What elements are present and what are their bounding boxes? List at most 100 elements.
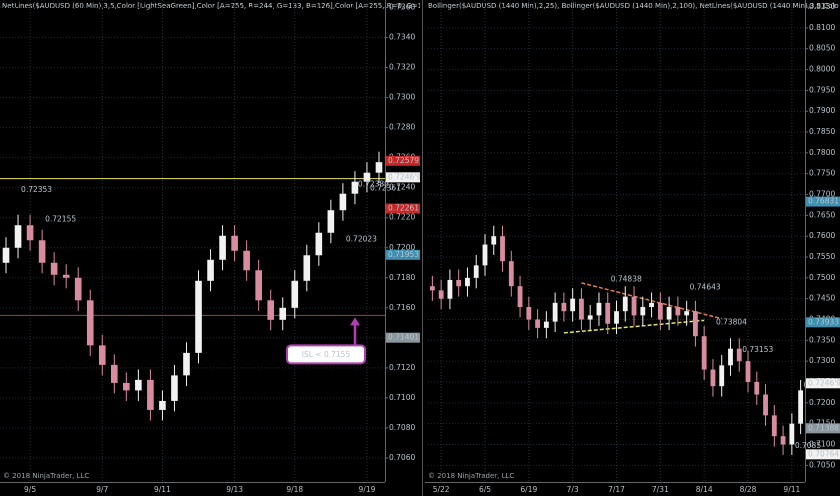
candle-body — [98, 345, 106, 365]
candle-body — [351, 181, 359, 194]
y-tick-label: 0.7700 — [809, 190, 835, 199]
y-tick-label: 0.7150 — [809, 419, 835, 428]
price-label: 0.70764 — [808, 449, 839, 458]
price-label: 0.7246'9 — [388, 172, 421, 181]
candle-body — [657, 302, 663, 320]
candle-body — [754, 382, 760, 395]
price-note: 0.72023 — [346, 234, 377, 243]
annotation: ISL < 0.7155 — [302, 350, 351, 359]
candle-body — [649, 302, 654, 308]
candle-body — [771, 415, 777, 437]
y-tick-label: 0.7300 — [809, 356, 835, 365]
y-tick-label: 0.7050 — [809, 460, 835, 469]
y-tick-label: 0.7650 — [809, 210, 835, 219]
candle-body — [219, 235, 226, 260]
y-tick-label: 0.8150 — [809, 2, 835, 11]
chart-title: Bollinger($AUDUSD (1440 Min),2,25), Boll… — [428, 2, 839, 10]
y-tick-label: 0.7100 — [389, 393, 415, 402]
candle-body — [570, 298, 576, 312]
right-panel: Bollinger($AUDUSD (1440 Min),2,25), Boll… — [425, 0, 840, 494]
x-tick-label: 9/18 — [286, 485, 303, 494]
price-note: 0.72389 — [358, 179, 389, 188]
x-tick-label: 8/28 — [740, 485, 757, 494]
candle-body — [183, 352, 190, 376]
x-tick-label: 9/11 — [783, 485, 800, 494]
x-tick-label: 9/7 — [96, 485, 108, 494]
y-tick-label: 0.7160 — [389, 303, 415, 312]
candle-body — [552, 302, 558, 322]
candle-body — [438, 290, 444, 299]
candle-body — [701, 336, 707, 370]
y-tick-label: 0.7200 — [809, 398, 835, 407]
y-tick-label: 0.7280 — [389, 123, 415, 132]
left-panel: NetLines($AUDUSD (60 Min),3,5,Color [Lig… — [0, 0, 431, 494]
candle-body — [363, 172, 371, 182]
x-tick-label: 9/5 — [24, 485, 36, 494]
candle-body — [62, 274, 70, 278]
candle-body — [675, 307, 681, 316]
copyright: © 2018 NinjaTrader, LLC — [3, 472, 89, 480]
price-label-box — [806, 196, 840, 207]
price-note: 0.72361 — [370, 184, 401, 193]
y-tick-label: 0.7600 — [809, 231, 835, 240]
candle-body — [728, 348, 733, 366]
price-label: 0.73933 — [808, 317, 839, 326]
x-tick-label: 7/31 — [652, 485, 669, 494]
candle-body — [207, 259, 214, 281]
candle-body — [719, 365, 725, 387]
candle-body — [327, 210, 335, 233]
y-tick-label: 0.7100 — [809, 440, 835, 449]
candle-body — [491, 236, 497, 245]
y-tick-label: 0.7320 — [389, 63, 415, 72]
candle-body — [535, 319, 541, 328]
candle-body — [74, 277, 82, 301]
candle-body — [508, 261, 514, 287]
candle-body — [640, 307, 646, 316]
candle-body — [684, 311, 690, 316]
candle-body — [596, 302, 602, 316]
candle-body — [255, 270, 262, 301]
y-tick-label: 0.7180 — [389, 273, 415, 282]
candle-body — [50, 262, 58, 275]
candle-body — [279, 307, 287, 320]
x-tick-label: 6/19 — [520, 485, 537, 494]
annotation-arrowhead — [350, 317, 360, 326]
y-tick-label: 0.7220 — [389, 213, 415, 222]
price-label: 0.72579 — [388, 156, 419, 165]
y-tick-label: 0.7080 — [389, 423, 415, 432]
y-tick-label: 0.7900 — [809, 106, 835, 115]
price-note: 0.73804 — [716, 318, 747, 327]
candle-body — [339, 193, 347, 211]
x-tick-label: 5/22 — [433, 485, 450, 494]
candle-body — [763, 394, 768, 416]
price-label-box — [386, 332, 420, 343]
candle-body — [159, 400, 166, 410]
candle-body — [745, 361, 751, 383]
x-tick-label: 6/5 — [479, 485, 491, 494]
candle-body — [26, 225, 34, 241]
annotation-box — [286, 344, 366, 365]
price-note: 0.72353 — [21, 185, 52, 194]
x-tick-label: 9/13 — [226, 485, 243, 494]
candle-body — [135, 379, 142, 391]
candle-body — [500, 236, 505, 262]
x-tick-label: 7/17 — [608, 485, 625, 494]
price-note: 0.73153 — [742, 345, 773, 354]
candle-body — [482, 244, 488, 266]
price-label-box — [386, 155, 420, 166]
y-tick-label: 0.7550 — [809, 252, 835, 261]
candle-body — [14, 225, 22, 248]
candle-body — [123, 382, 130, 391]
price-label-box — [386, 249, 420, 260]
candle-body — [622, 296, 628, 312]
price-label-box — [806, 423, 840, 434]
y-tick-label: 0.7500 — [809, 273, 835, 282]
candle-body — [465, 277, 470, 287]
candle-body — [147, 379, 154, 410]
candle-body — [429, 286, 435, 291]
y-tick-label: 0.7060 — [389, 453, 415, 462]
y-tick-label: 0.8000 — [809, 65, 835, 74]
candle-body — [736, 348, 742, 362]
chart-title: NetLines($AUDUSD (60 Min),3,5,Color [Lig… — [2, 2, 431, 10]
price-note: 0.72155 — [45, 214, 76, 223]
